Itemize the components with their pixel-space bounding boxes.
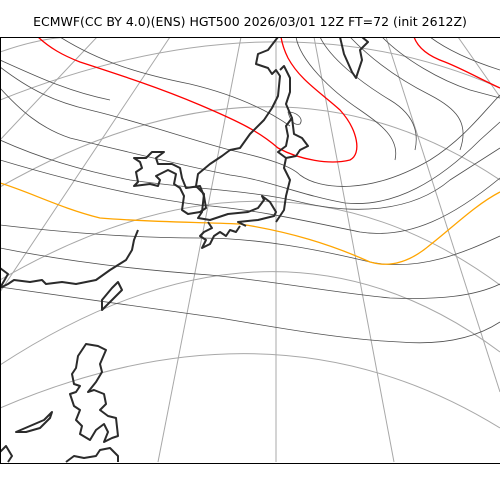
parallel-line <box>0 37 71 53</box>
meridian-line <box>385 37 500 393</box>
coastline-finland <box>275 65 309 223</box>
meridian-line <box>457 37 500 98</box>
contour-line <box>0 59 111 101</box>
graticule <box>0 37 500 463</box>
meridian-line <box>0 37 98 141</box>
meridian-line <box>313 37 395 463</box>
parallel-line <box>0 353 500 429</box>
contour-line <box>429 37 500 71</box>
parallel-line <box>0 271 500 366</box>
coastline-scandinavia <box>195 37 281 227</box>
coastlines <box>0 37 369 463</box>
coastline-iceland <box>339 37 369 79</box>
contour-line <box>0 66 500 187</box>
contour-line <box>0 159 500 234</box>
height-contours <box>0 37 500 344</box>
meridian-line <box>157 37 242 463</box>
contour-line <box>59 37 291 127</box>
contour-line <box>295 37 397 161</box>
coastline-great-britain <box>133 151 207 215</box>
meridian-line <box>0 37 171 293</box>
coastline-ireland <box>101 281 123 311</box>
highlight-contours <box>0 37 500 265</box>
contour-line <box>349 37 464 151</box>
parallel-line <box>0 106 500 188</box>
chart-title: ECMWF(CC BY 4.0)(ENS) HGT500 2026/03/01 … <box>33 14 467 29</box>
map-panel <box>0 37 500 463</box>
coastline-africa-sw <box>0 445 13 463</box>
contour-line <box>0 87 500 204</box>
contour-line <box>287 111 302 125</box>
contour-red-northeast <box>413 37 500 89</box>
coastline-canary <box>15 411 53 433</box>
contour-red-north <box>37 37 358 163</box>
coastline-africa-nw <box>69 343 119 443</box>
parallel-line <box>0 41 500 101</box>
contour-orange <box>0 182 500 265</box>
coastline-africa-s <box>65 447 119 463</box>
coastline-iberia <box>0 229 139 289</box>
contour-line <box>0 286 500 344</box>
contour-line <box>319 37 417 151</box>
contour-line <box>0 139 500 210</box>
coastline-baltic <box>199 221 241 249</box>
contour-line <box>0 247 500 299</box>
contour-line <box>381 37 500 99</box>
contour-line <box>0 224 500 266</box>
